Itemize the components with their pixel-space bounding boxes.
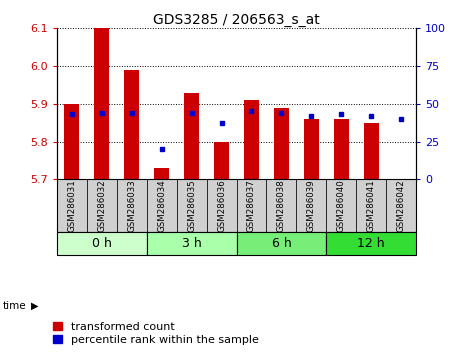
Bar (244, 100, 259, 179)
Text: GSM286042: GSM286042 (397, 179, 406, 232)
Bar (57, 232, 147, 255)
Text: GSM286033: GSM286033 (127, 179, 136, 232)
Bar (326, 232, 416, 255)
Bar (94, 28, 109, 179)
Bar (176, 179, 207, 232)
Text: GSM286038: GSM286038 (277, 179, 286, 232)
Text: GSM286037: GSM286037 (247, 179, 256, 232)
Bar (214, 142, 229, 179)
Text: GSM286031: GSM286031 (67, 179, 76, 232)
Text: GSM286032: GSM286032 (97, 179, 106, 232)
Bar (64, 104, 79, 179)
Bar (117, 179, 147, 232)
Text: GSM286036: GSM286036 (217, 179, 226, 232)
Bar (154, 168, 169, 179)
Bar (87, 179, 117, 232)
Title: GDS3285 / 206563_s_at: GDS3285 / 206563_s_at (153, 13, 320, 27)
Bar (184, 92, 199, 179)
Text: 12 h: 12 h (358, 237, 385, 250)
Text: GSM286039: GSM286039 (307, 179, 316, 232)
Bar (147, 232, 236, 255)
Text: GSM286040: GSM286040 (337, 179, 346, 232)
Text: time: time (2, 301, 26, 311)
Bar (124, 70, 139, 179)
Text: 3 h: 3 h (182, 237, 201, 250)
Bar (364, 123, 379, 179)
Bar (207, 179, 236, 232)
Bar (147, 179, 176, 232)
Bar (236, 232, 326, 255)
Bar (236, 179, 266, 232)
Bar (334, 119, 349, 179)
Bar (266, 179, 297, 232)
Bar (386, 179, 416, 232)
Text: 0 h: 0 h (92, 237, 112, 250)
Text: GSM286034: GSM286034 (157, 179, 166, 232)
Text: GSM286035: GSM286035 (187, 179, 196, 232)
Legend: transformed count, percentile rank within the sample: transformed count, percentile rank withi… (53, 321, 259, 345)
Text: GSM286041: GSM286041 (367, 179, 376, 232)
Bar (304, 119, 319, 179)
Bar (274, 108, 289, 179)
Bar (297, 179, 326, 232)
Bar (326, 179, 356, 232)
Bar (57, 179, 87, 232)
Text: 6 h: 6 h (272, 237, 291, 250)
Bar (356, 179, 386, 232)
Text: ▶: ▶ (31, 301, 38, 311)
